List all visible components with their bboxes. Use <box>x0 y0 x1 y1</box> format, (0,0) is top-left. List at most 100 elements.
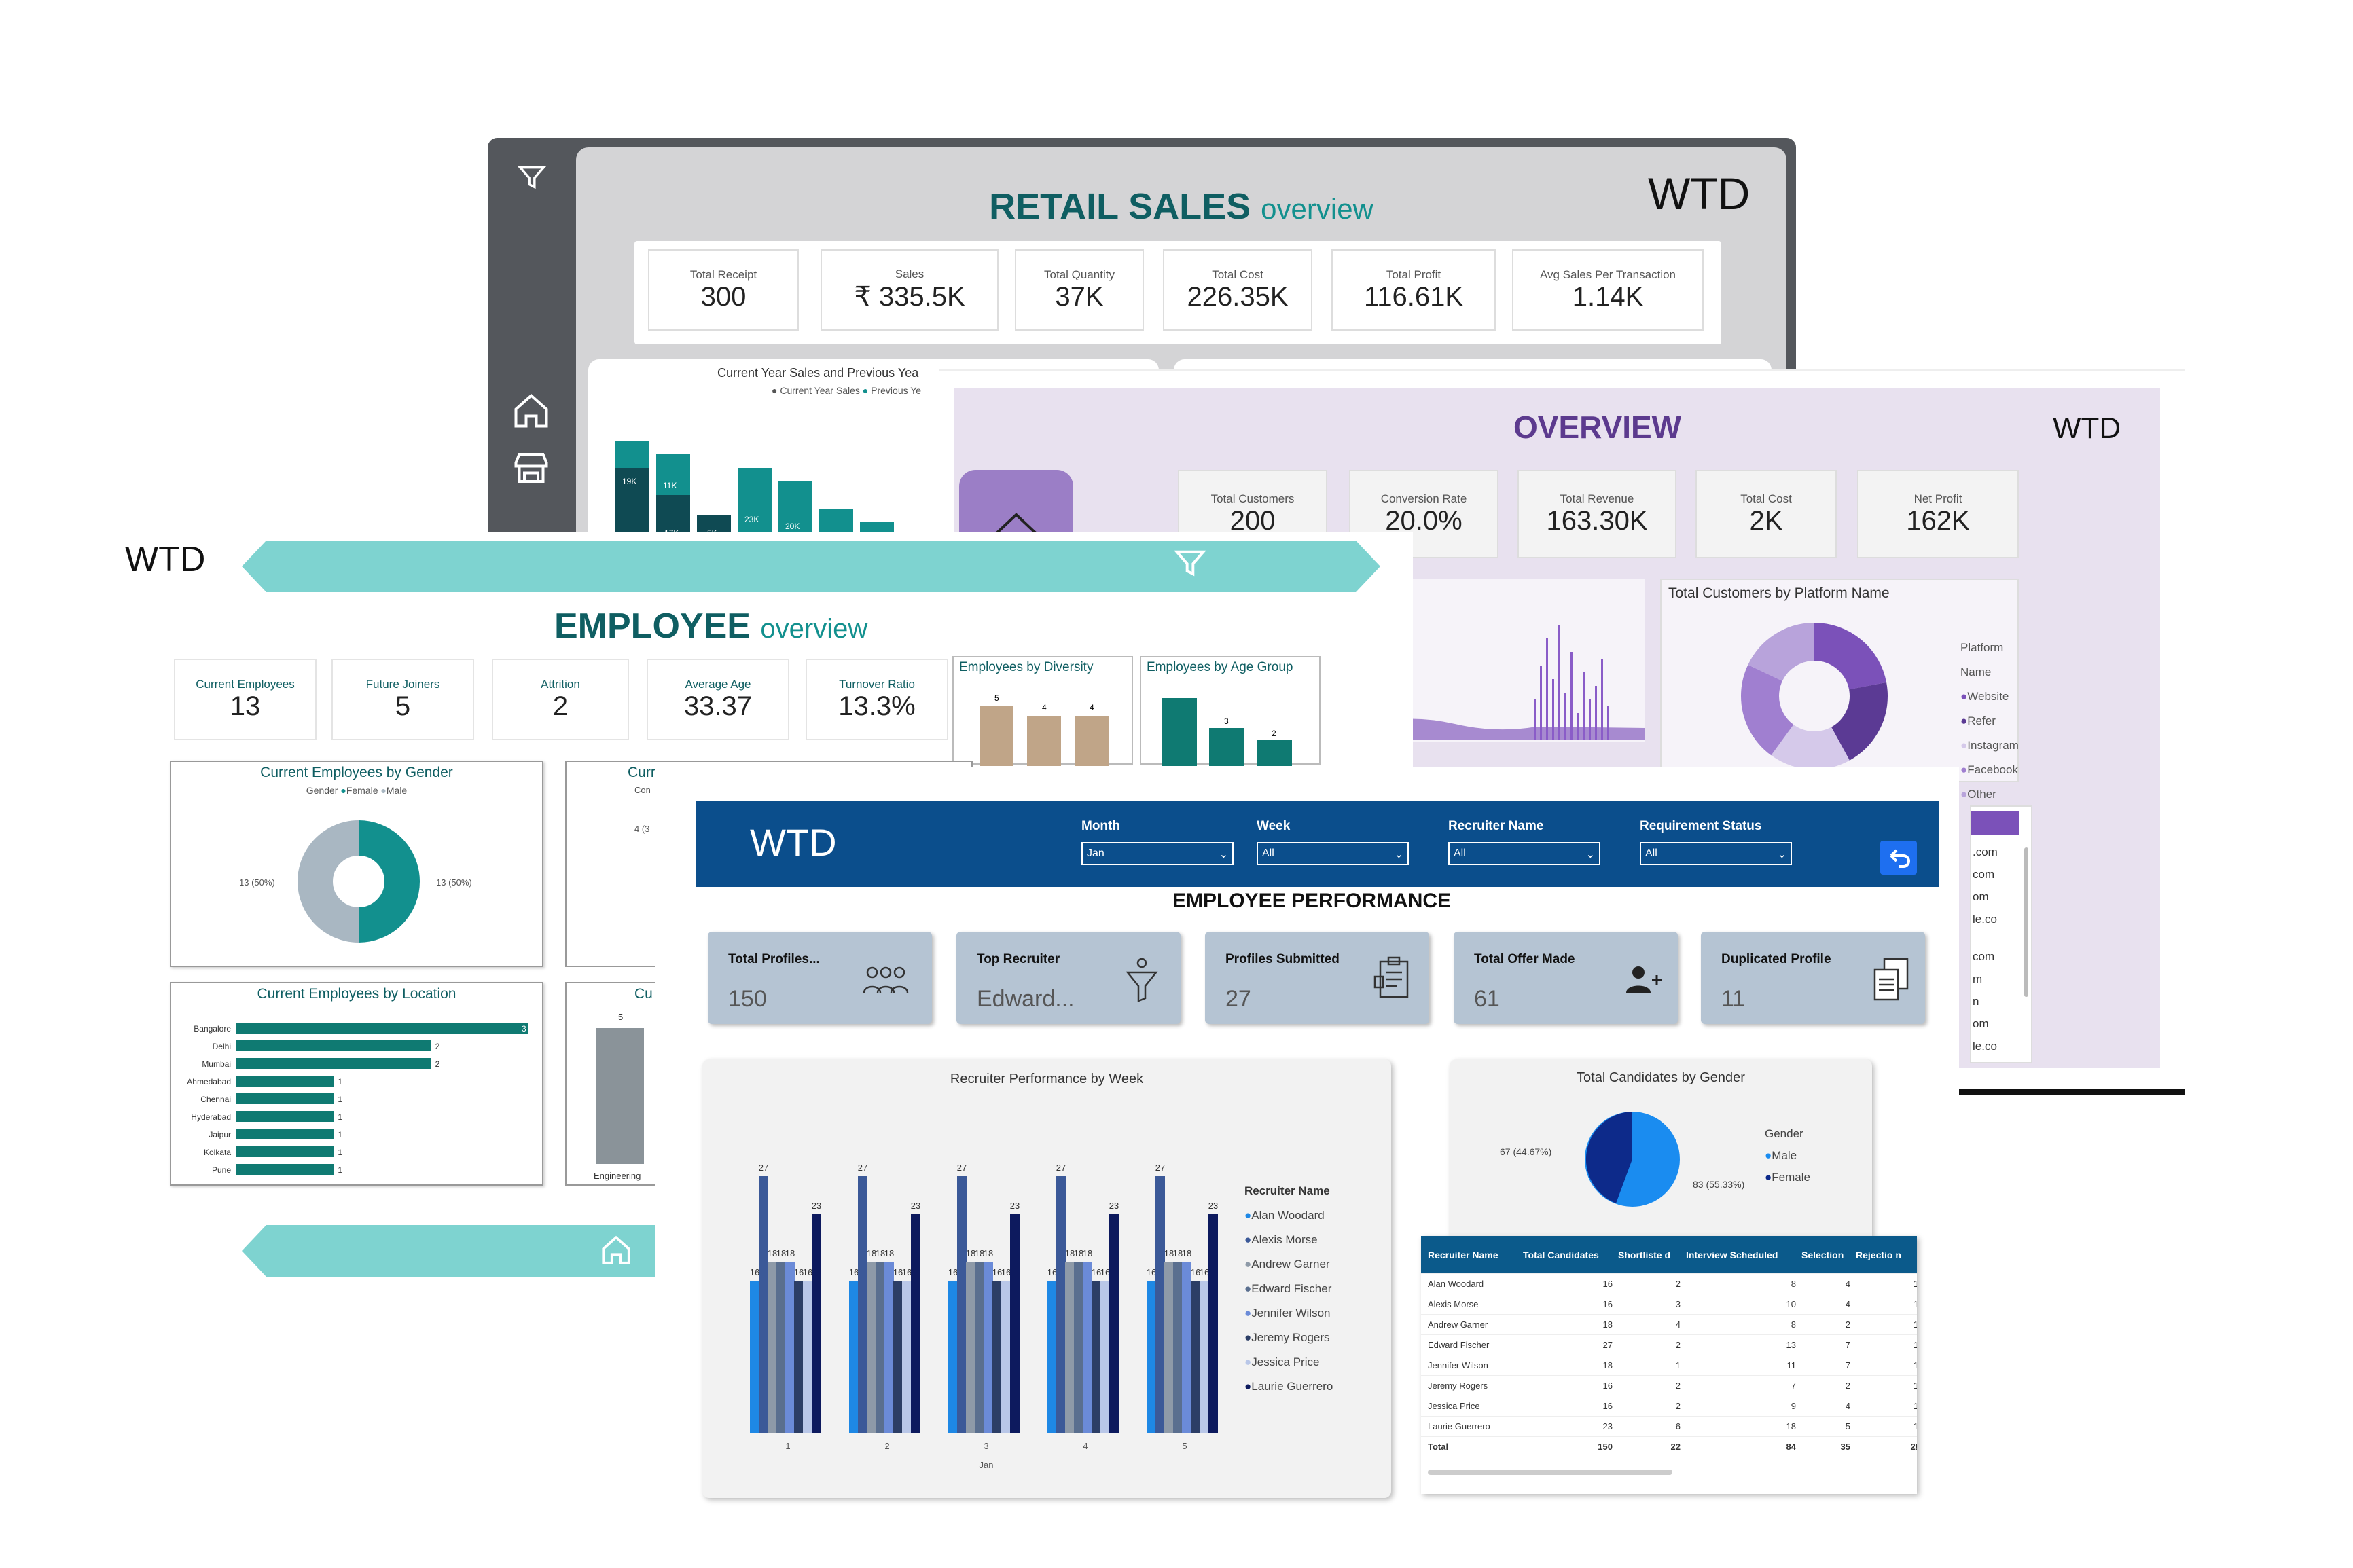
bar-value-label: 16 <box>1200 1267 1209 1277</box>
legend-item[interactable]: ●Andrew Garner <box>1244 1258 1330 1271</box>
column-header[interactable]: Total Candidates <box>1523 1249 1599 1260</box>
filter-icon[interactable] <box>516 162 547 194</box>
diversity-bars: 5 4 4 <box>980 693 1109 766</box>
week-dropdown[interactable]: All ⌄ <box>1257 842 1409 865</box>
column-header[interactable]: Interview Scheduled <box>1686 1249 1778 1260</box>
table-row[interactable]: Andrew Garner 18 4 8 2 1 <box>1421 1315 1917 1335</box>
table-cell: Alan Woodard <box>1428 1279 1484 1289</box>
bar <box>1074 1262 1083 1433</box>
bar <box>1001 1281 1011 1433</box>
spike-bar <box>1552 679 1554 740</box>
table-cell: 2 <box>1675 1381 1681 1391</box>
column-header[interactable]: Recruiter Name <box>1428 1249 1498 1260</box>
bar <box>236 1146 334 1157</box>
legend-item[interactable]: ●Alexis Morse <box>1244 1233 1318 1246</box>
legend-item[interactable]: ●Jeremy Rogers <box>1244 1331 1330 1344</box>
table-cell: Edward Fischer <box>1428 1340 1490 1350</box>
bar-value-label: 1 <box>338 1130 342 1139</box>
kpi-value: 2K <box>1749 505 1783 536</box>
bar-value-label: 2 <box>435 1042 440 1051</box>
list-header <box>1971 811 2019 835</box>
scrollbar[interactable] <box>2024 847 2028 997</box>
status-dropdown[interactable]: All ⌄ <box>1640 842 1792 865</box>
home-icon[interactable] <box>599 1233 633 1267</box>
legend-item: ●Other <box>1960 788 1996 801</box>
donut-slice <box>1741 623 1888 769</box>
bar-value-label: 18 <box>1065 1248 1075 1258</box>
bar-value-label: 27 <box>858 1163 867 1173</box>
legend-title: Platform Name <box>1960 641 2004 678</box>
kpi-label: Conversion Rate <box>1380 492 1467 505</box>
table-cell: 16 <box>1602 1381 1613 1391</box>
bar-value-label: 23 <box>1010 1201 1020 1211</box>
bar-value-label: 16 <box>750 1267 759 1277</box>
legend-item[interactable]: ●Edward Fischer <box>1244 1282 1332 1295</box>
month-dropdown[interactable]: Jan ⌄ <box>1081 842 1234 865</box>
table-cell: 13 <box>1786 1340 1796 1350</box>
back-button[interactable] <box>1880 841 1917 875</box>
bar-label: 2 <box>1272 729 1276 738</box>
total-cell: Total <box>1428 1442 1449 1452</box>
kpi-value: 116.61K <box>1363 281 1464 312</box>
kpi-label: Total Receipt <box>689 268 757 281</box>
legend-item[interactable]: ●Laurie Guerrero <box>1244 1380 1333 1393</box>
kpi-value: 37K <box>1055 281 1104 312</box>
table-cell: Jennifer Wilson <box>1428 1360 1488 1370</box>
table-row[interactable]: Laurie Guerrero 23 6 18 5 1 <box>1421 1417 1917 1437</box>
table-row[interactable]: Alan Woodard 16 2 8 4 1 <box>1421 1274 1917 1294</box>
kpi-label: Avg Sales Per Transaction <box>1539 268 1676 281</box>
age-bars: 32 <box>1162 698 1292 766</box>
table-cell: 2 <box>1675 1340 1681 1350</box>
horizontal-scrollbar[interactable] <box>1428 1470 1672 1475</box>
bar-value-label: 23 <box>911 1201 920 1211</box>
recruiter-slicer[interactable]: Recruiter Name All ⌄ <box>1448 819 1600 865</box>
bar <box>1100 1281 1110 1433</box>
y-tick-label: Pune <box>212 1165 231 1175</box>
bar-value-label: 16 <box>1100 1267 1110 1277</box>
card-title: Cu <box>634 986 653 1002</box>
column-header[interactable]: Shortliste d <box>1618 1249 1671 1260</box>
overview-spike-chart <box>1373 579 1645 742</box>
kpi-value: 13 <box>230 691 261 721</box>
kpi-label: Attrition <box>541 677 580 691</box>
bar-value-label: 1 <box>338 1095 342 1104</box>
bar <box>1075 716 1109 766</box>
column-header[interactable]: Selection <box>1801 1249 1844 1260</box>
home-icon[interactable] <box>511 390 552 431</box>
platform-donut <box>1741 623 1888 769</box>
bar-label: 23K <box>744 515 759 524</box>
column-header[interactable]: Rejectio n <box>1856 1249 1901 1260</box>
legend-item[interactable]: ●Alan Woodard <box>1244 1209 1325 1222</box>
month-slicer[interactable]: Month Jan ⌄ <box>1081 819 1234 865</box>
status-slicer[interactable]: Requirement Status All ⌄ <box>1640 819 1792 865</box>
table-row[interactable]: Edward Fischer 27 2 13 7 1 <box>1421 1335 1917 1355</box>
table-row[interactable]: Jeremy Rogers 16 2 7 2 1 <box>1421 1376 1917 1396</box>
table-row[interactable]: Jennifer Wilson 18 1 11 7 1 <box>1421 1355 1917 1376</box>
card-label: Total Offer Made <box>1474 952 1575 966</box>
card-value: 11 <box>1721 986 1746 1012</box>
kpi-total-profit: Total Profit 116.61K <box>1331 249 1496 331</box>
week-slicer[interactable]: Week All ⌄ <box>1257 819 1409 865</box>
kpi-label: Turnover Ratio <box>839 677 915 691</box>
table-row[interactable]: Jessica Price 16 2 9 4 1 <box>1421 1396 1917 1417</box>
bar-value-label: 27 <box>759 1163 768 1173</box>
table-row[interactable]: Alexis Morse 16 3 10 4 1 <box>1421 1294 1917 1315</box>
donut-slice <box>1741 623 1888 769</box>
kpi-attrition: Attrition 2 <box>492 659 629 740</box>
recruiter-dropdown[interactable]: All ⌄ <box>1448 842 1600 865</box>
bar <box>236 1164 334 1175</box>
perf-brand: WTD <box>750 821 837 864</box>
bar <box>966 1262 975 1433</box>
filter-icon[interactable] <box>1172 546 1208 581</box>
legend-item[interactable]: ●Jessica Price <box>1244 1355 1320 1368</box>
kpi-value: 33.37 <box>683 691 753 721</box>
kpi-value: 200 <box>1229 505 1276 536</box>
table-cell: 7 <box>1845 1360 1850 1370</box>
table-cell: 1 <box>1913 1381 1917 1391</box>
store-icon[interactable] <box>511 448 552 488</box>
spike-bar <box>1577 713 1579 740</box>
bar <box>957 1176 967 1433</box>
legend-item[interactable]: ●Jennifer Wilson <box>1244 1307 1331 1319</box>
table-cell: 16 <box>1602 1279 1613 1289</box>
bar <box>236 1040 431 1051</box>
